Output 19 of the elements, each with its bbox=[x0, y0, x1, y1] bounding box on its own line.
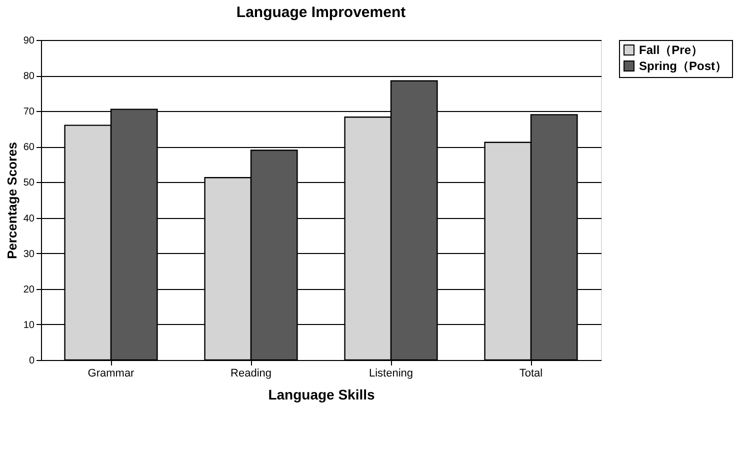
x-tick-label: Reading bbox=[230, 368, 272, 380]
y-tick-label: 80 bbox=[23, 71, 35, 82]
y-tick-label: 90 bbox=[23, 36, 35, 46]
y-tick-label: 30 bbox=[23, 248, 35, 260]
x-tick-label: Listening bbox=[368, 368, 414, 380]
y-tick-label: 20 bbox=[23, 284, 35, 296]
legend-label: Fall（Pre） bbox=[639, 43, 704, 57]
y-tick-label: 50 bbox=[23, 178, 35, 189]
x-tick-label: Grammar bbox=[88, 368, 135, 380]
y-tick-label: 40 bbox=[23, 213, 35, 224]
y-tick-label: 70 bbox=[23, 106, 35, 118]
x-axis-title: Language Skills bbox=[268, 386, 376, 402]
y-tick-label: 0 bbox=[28, 356, 35, 366]
y-tick-label: 10 bbox=[23, 320, 35, 331]
y-tick-label: 60 bbox=[23, 142, 35, 154]
legend-label: Spring（Post） bbox=[639, 59, 728, 73]
y-axis-title: Percentage Scores bbox=[4, 142, 20, 260]
chart-title: Language Improvement bbox=[236, 4, 406, 21]
x-tick-label: Total bbox=[519, 368, 543, 380]
